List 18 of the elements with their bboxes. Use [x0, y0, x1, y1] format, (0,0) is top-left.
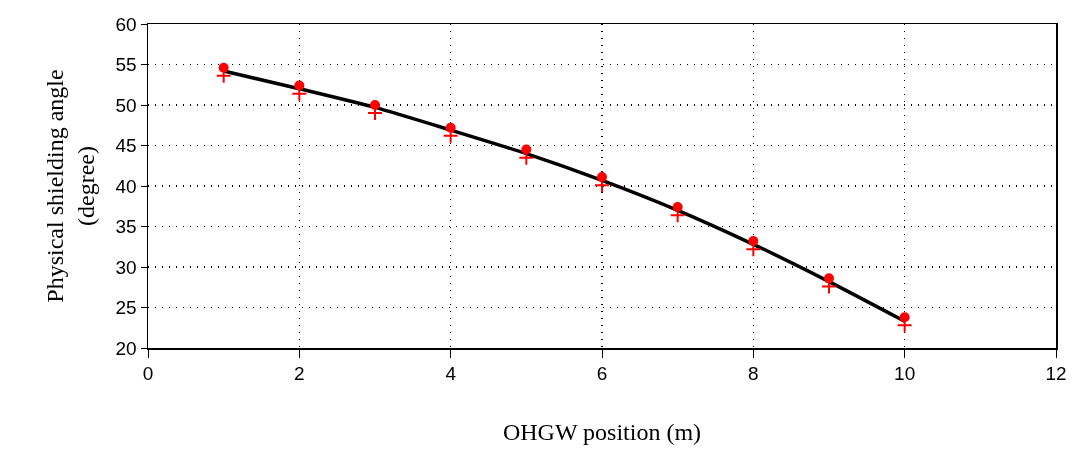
y-tick-label: 35 [115, 216, 137, 238]
x-tick-label: 12 [1045, 363, 1067, 385]
y-tick-label: 25 [115, 297, 137, 319]
x-tick-label: 0 [142, 363, 154, 385]
y-tick-label: 50 [115, 94, 137, 116]
x-tick-label: 4 [445, 363, 457, 385]
y-tick-label: 40 [115, 175, 137, 197]
y-tick-label: 55 [115, 54, 137, 76]
x-tick-label: 8 [748, 363, 759, 385]
y-axis-title: Physical shielding angle (degree) [41, 69, 99, 303]
x-axis-title: OHGW position (m) [502, 419, 702, 446]
y-tick-label: 20 [115, 337, 137, 359]
x-tick-label: 6 [596, 363, 608, 385]
x-tick-label: 10 [894, 363, 916, 385]
x-tick-label: 2 [294, 363, 305, 385]
y-tick-label: 60 [115, 13, 137, 35]
y-tick-label: 45 [115, 135, 137, 157]
y-tick-label: 30 [115, 256, 137, 278]
